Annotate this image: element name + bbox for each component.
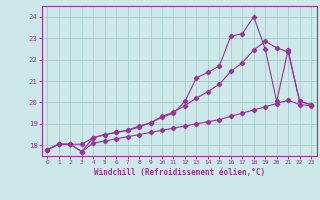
X-axis label: Windchill (Refroidissement éolien,°C): Windchill (Refroidissement éolien,°C) [94,168,265,177]
